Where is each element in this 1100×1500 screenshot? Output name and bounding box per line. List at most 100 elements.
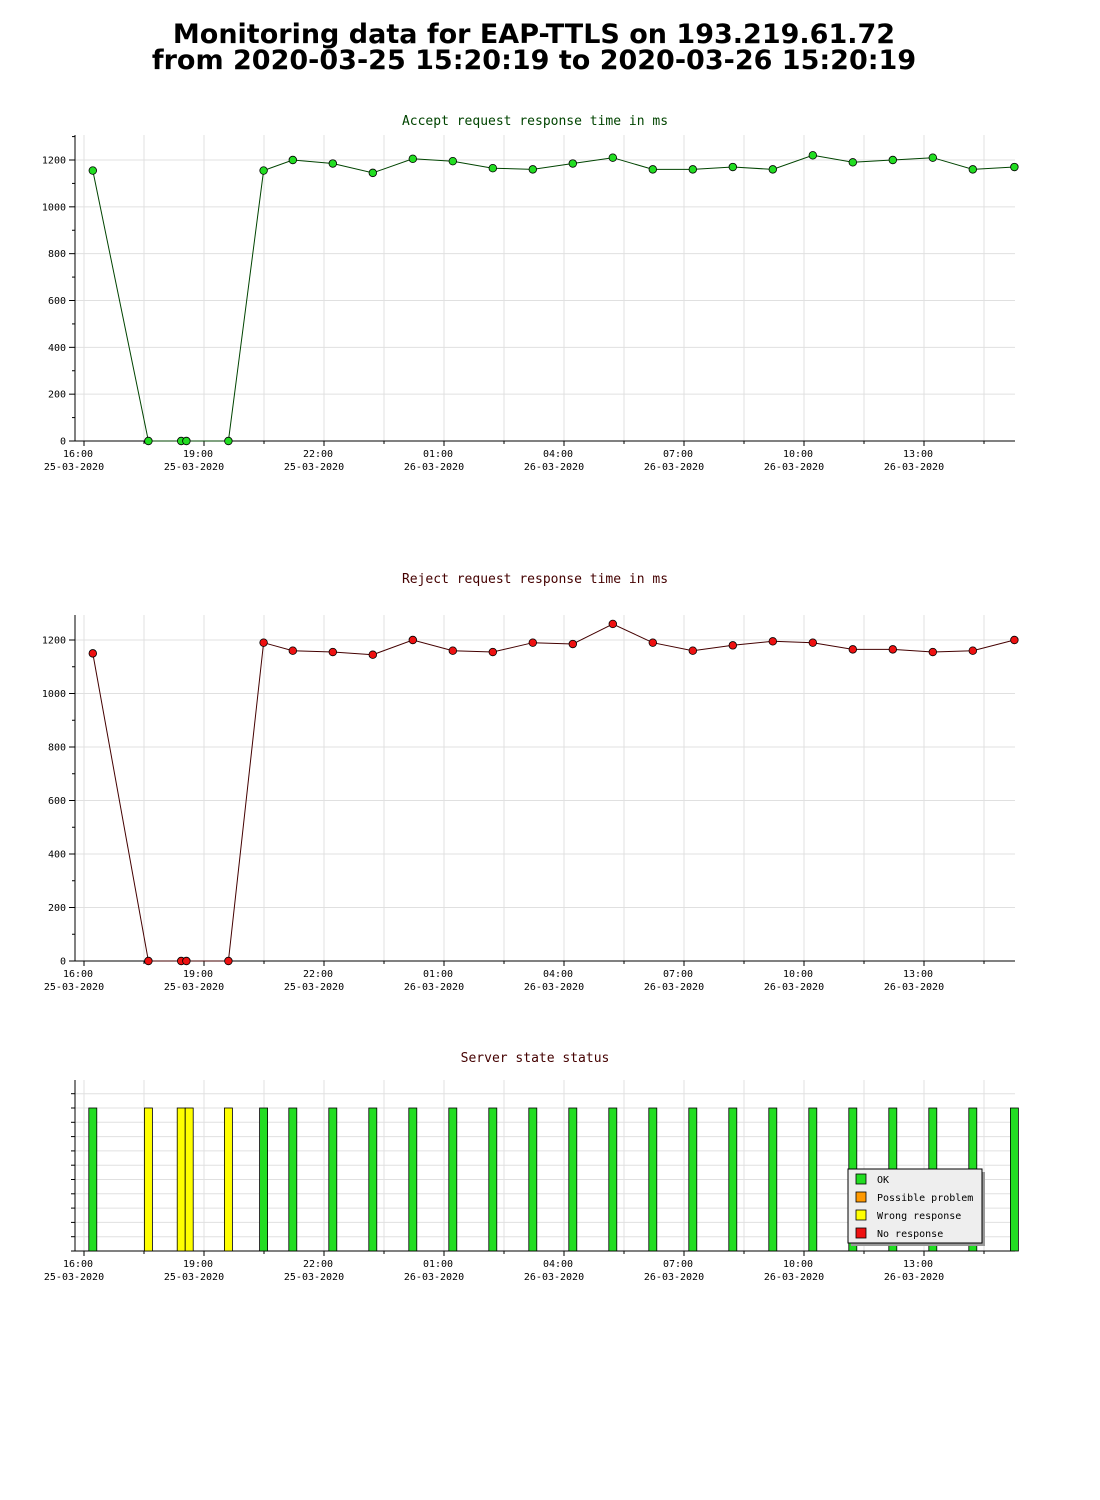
x-tick-label-time: 07:00 [663,969,693,980]
chart-title: Reject request response time in ms [402,572,668,587]
data-point [608,153,617,162]
x-tick-label-time: 10:00 [783,1259,813,1270]
data-point [182,956,191,966]
status-bar [688,1107,698,1252]
x-tick-label-date: 25-03-2020 [284,1272,344,1283]
data-point [408,635,417,645]
data-point [224,436,233,446]
y-tick-label: 1000 [42,689,66,700]
x-tick-label-time: 07:00 [663,449,693,460]
data-point [328,647,337,657]
status-bar [328,1107,338,1252]
data-point [144,956,153,966]
x-tick-label-date: 25-03-2020 [284,982,344,993]
x-tick-label-date: 26-03-2020 [884,462,944,473]
y-tick-label: 1200 [42,156,66,167]
server-state-status-chart: Server state status 16:00 25-03-2020 19:00 2… [44,1051,1019,1283]
legend-label: No response [877,1229,943,1240]
data-point [448,646,457,655]
x-tick-label-time: 04:00 [543,1259,573,1270]
x-tick-label-date: 26-03-2020 [404,462,464,473]
status-bar [528,1107,538,1252]
page-title: Monitoring data for EAP-TTLS on 193.219.… [0,19,1068,74]
x-tick-label-time: 22:00 [303,1259,333,1270]
x-tick-label-date: 25-03-2020 [44,462,104,473]
data-point [1010,635,1019,645]
data-point [568,159,577,168]
data-point [808,151,817,160]
data-point [888,155,897,165]
x-tick-label-time: 16:00 [63,449,93,460]
x-tick-label-time: 16:00 [63,969,93,980]
data-point [648,638,657,647]
data-point [728,162,737,172]
x-tick-label-time: 01:00 [423,969,453,980]
data-point [368,650,377,659]
x-tick-label-date: 25-03-2020 [44,982,104,993]
x-tick-label-time: 22:00 [303,969,333,980]
data-point [688,165,697,174]
legend-label: OK [877,1175,889,1186]
data-point [88,649,97,658]
status-bar [808,1107,818,1252]
status-bar [608,1107,618,1252]
page-title-line1: Monitoring data for EAP-TTLS on 193.219.… [172,19,896,50]
y-tick-label: 800 [48,249,66,260]
x-tick-label-time: 04:00 [543,449,573,460]
y-tick-label: 400 [48,343,66,354]
data-point [182,436,191,446]
y-tick-label: 600 [48,296,66,307]
y-tick-label: 800 [48,743,66,754]
x-tick-label-date: 25-03-2020 [284,462,344,473]
data-point [848,158,857,167]
status-bar [143,1107,153,1252]
data-point [288,155,297,165]
x-tick-label-date: 25-03-2020 [164,462,224,473]
data-point [1010,162,1019,172]
data-point [928,153,937,162]
data-point [368,168,377,178]
chart-title: Server state status [461,1051,610,1066]
x-tick-label-time: 19:00 [183,969,213,980]
legend-swatch [855,1191,867,1203]
y-tick-label: 0 [60,437,66,448]
data-point [768,637,777,646]
x-tick-label-date: 26-03-2020 [524,1272,584,1283]
data-point [728,641,737,650]
status-bar [648,1107,658,1252]
y-tick-label: 200 [48,390,66,401]
data-point [688,646,697,655]
status-bar [288,1107,298,1252]
data-point [488,647,497,657]
x-tick-label-time: 07:00 [663,1259,693,1270]
data-point [288,646,297,655]
legend-swatch [855,1227,867,1239]
x-tick-label-time: 13:00 [903,969,933,980]
status-bar [259,1107,269,1252]
x-tick-label-date: 26-03-2020 [404,982,464,993]
status-bar [368,1107,378,1252]
status-bar [768,1107,778,1252]
legend-swatch [855,1173,867,1185]
x-tick-label-date: 26-03-2020 [524,462,584,473]
x-tick-label-date: 26-03-2020 [884,1272,944,1283]
legend-box [847,1168,983,1244]
y-tick-label: 1200 [42,636,66,647]
x-tick-label-date: 26-03-2020 [644,462,704,473]
y-tick-label: 1000 [42,202,66,213]
y-tick-label: 0 [60,957,66,968]
x-tick-label-time: 13:00 [903,449,933,460]
data-point [328,159,337,168]
x-tick-label-time: 19:00 [183,1259,213,1270]
x-tick-label-time: 01:00 [423,449,453,460]
x-tick-label-time: 04:00 [543,969,573,980]
x-tick-label-date: 26-03-2020 [764,1272,824,1283]
chart-title: Accept request response time in ms [402,114,668,129]
x-tick-label-date: 26-03-2020 [644,982,704,993]
data-point [648,165,657,174]
data-point [608,619,617,629]
x-tick-label-date: 26-03-2020 [404,1272,464,1283]
x-tick-label-time: 10:00 [783,969,813,980]
x-tick-label-date: 26-03-2020 [884,982,944,993]
